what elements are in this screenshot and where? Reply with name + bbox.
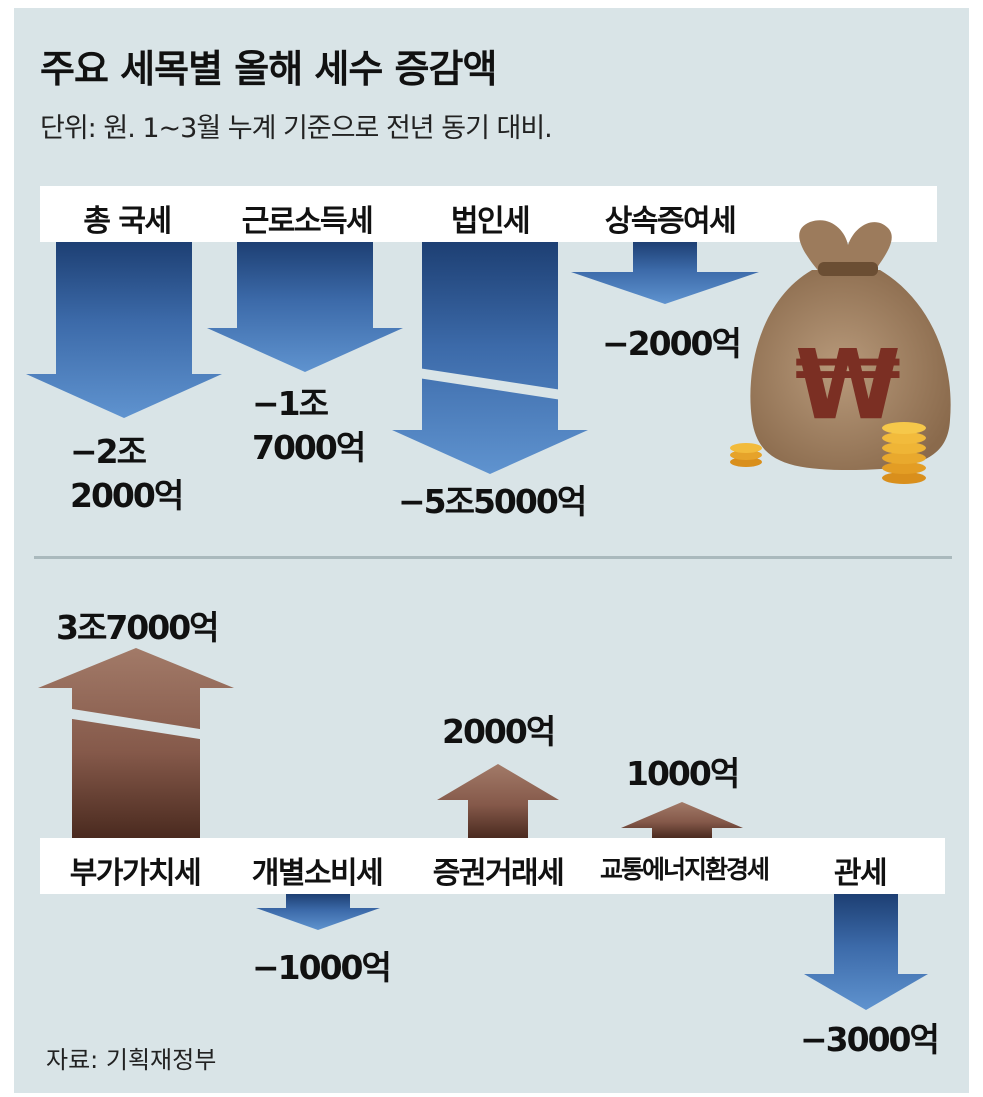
increase-arrow [437,764,559,838]
value-label-vat: 3조7000억 [56,608,220,647]
decrease-arrow [804,894,928,1010]
axis-break-marker [66,708,206,740]
category-label-transport-energy-env-tax: 교통에너지환경세 [599,855,770,884]
value-label-individual-consumption-tax: −1000억 [252,948,392,987]
decrease-arrow [571,242,759,304]
category-label-inheritance-gift-tax: 상속증여세 [604,204,737,239]
decrease-arrow [26,242,222,418]
category-label-corporate-tax: 법인세 [450,204,531,239]
value-label-transport-energy-env-tax: 1000억 [626,754,740,793]
category-label-total-national-tax: 총 국세 [83,204,172,239]
value-label-line: −1조 [252,384,329,423]
category-label-customs-duty: 관세 [833,856,888,891]
money-bag-won-icon: ₩ [750,220,951,470]
decrease-arrow [207,242,403,372]
decrease-arrow [392,242,588,474]
category-label-vat: 부가가치세 [69,856,202,891]
value-label-earned-income-tax: −1조 7000억 [252,382,366,470]
value-label-total-national-tax: −2조 2000억 [70,430,184,518]
chart-subtitle: 단위: 원. 1~3월 누계 기준으로 전년 동기 대비. [40,113,553,144]
value-label-corporate-tax: −5조5000억 [398,482,587,521]
value-label-line: 7000억 [252,428,366,467]
value-label-inheritance-gift-tax: −2000억 [602,324,742,363]
increase-arrow [621,802,743,838]
gold-coin-stack-icon [730,422,926,484]
axis-break-marker [418,368,562,400]
value-label-customs-duty: −3000억 [800,1020,940,1059]
category-label-individual-consumption-tax: 개별소비세 [251,856,384,891]
svg-text:₩: ₩ [795,329,901,441]
value-label-securities-transaction-tax: 2000억 [442,712,556,751]
value-label-line: −2조 [70,432,147,471]
value-label-line: 2000억 [70,476,184,515]
section-divider [34,556,952,559]
category-label-bar-top [40,186,937,242]
category-label-bar-bottom [40,838,945,894]
category-label-earned-income-tax: 근로소득세 [241,204,374,239]
decrease-arrow [256,894,380,930]
increase-arrow [38,648,234,838]
chart-title: 주요 세목별 올해 세수 증감액 [40,47,497,91]
category-label-securities-transaction-tax: 증권거래세 [432,856,565,891]
source-note: 자료: 기획재정부 [46,1046,217,1074]
